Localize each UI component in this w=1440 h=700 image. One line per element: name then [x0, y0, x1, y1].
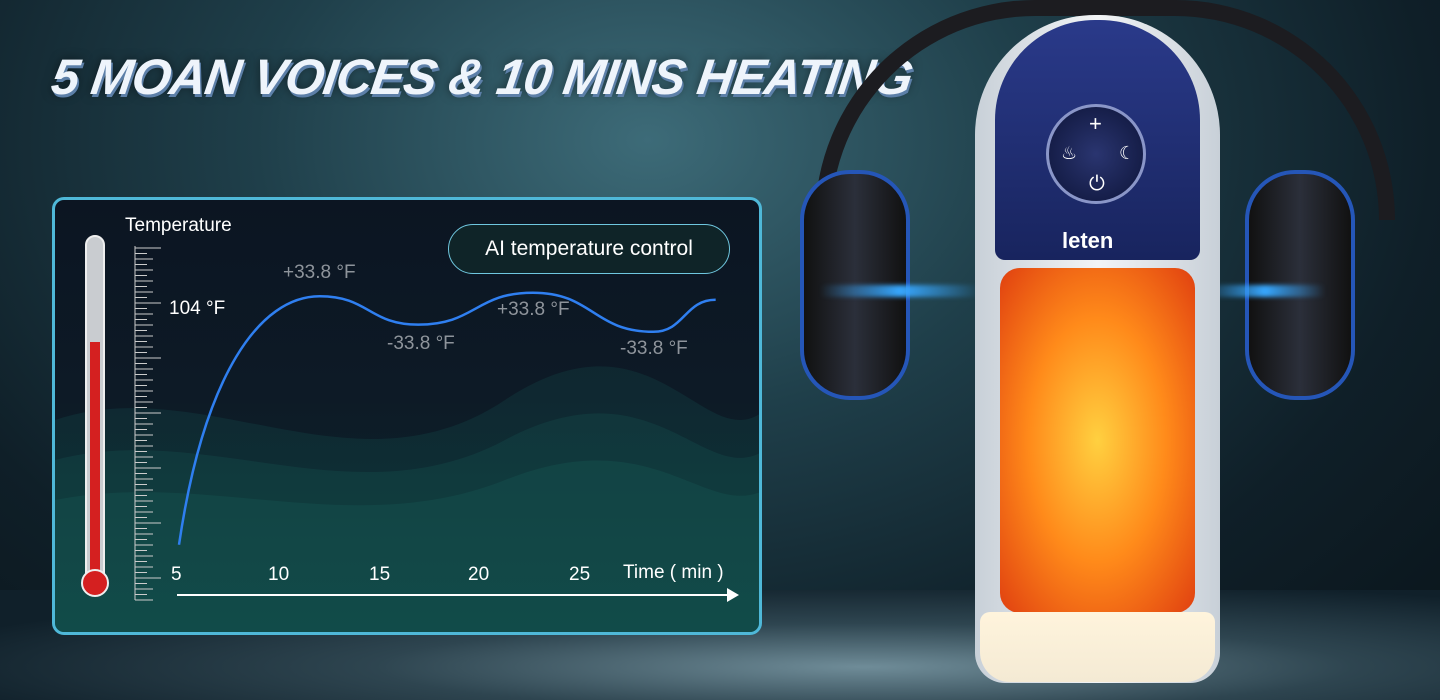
- brand-logo: leten: [1062, 228, 1114, 253]
- y-axis-label: Temperature: [125, 215, 232, 236]
- power-icon: ⏻: [1089, 173, 1105, 195]
- dot-wave-background: [55, 366, 759, 632]
- plus-icon: +: [1089, 111, 1102, 136]
- x-axis-arrow: [727, 588, 739, 602]
- flame-icon: ♨: [1061, 143, 1078, 163]
- control-knob: + ♨ ☾ ⏻: [1046, 104, 1146, 204]
- thermometer-fill: [90, 342, 100, 580]
- annotation: +33.8 °F: [283, 262, 356, 283]
- x-tick: 25: [569, 564, 591, 585]
- voice-face-icon: ☾: [1119, 143, 1136, 163]
- y-marker-label: 104 °F: [169, 298, 226, 319]
- ai-temperature-badge: AI temperature control: [448, 224, 730, 274]
- x-tick: 10: [268, 564, 290, 585]
- dot-wave-background: [55, 460, 759, 632]
- chart-panel: Temperature 104 °F AI temperature contro…: [52, 197, 762, 635]
- thermometer-bulb: [81, 569, 109, 597]
- sound-wave-right: [1205, 285, 1325, 297]
- annotation: -33.8 °F: [387, 333, 455, 354]
- heated-sleeve: [1000, 268, 1195, 613]
- x-tick: 15: [369, 564, 391, 585]
- chart-svg: [55, 235, 759, 632]
- x-tick: 5: [171, 564, 182, 585]
- x-axis-label: Time ( min ): [623, 562, 724, 583]
- annotation: +33.8 °F: [497, 299, 570, 320]
- x-tick: 20: [468, 564, 490, 585]
- annotation: -33.8 °F: [620, 338, 688, 359]
- dot-wave-background: [55, 413, 759, 632]
- headline: 5 MOAN VOICES & 10 MINS HEATING: [48, 49, 916, 105]
- temperature-curve: [177, 291, 716, 545]
- sound-wave-left: [820, 285, 980, 297]
- device-base: [980, 612, 1215, 682]
